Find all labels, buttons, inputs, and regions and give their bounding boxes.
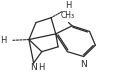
Text: N: N <box>30 63 37 72</box>
Text: H: H <box>0 36 7 45</box>
Text: H: H <box>39 63 45 72</box>
Text: CH₃: CH₃ <box>60 11 74 20</box>
Text: H: H <box>65 1 72 10</box>
Text: N: N <box>80 60 87 69</box>
